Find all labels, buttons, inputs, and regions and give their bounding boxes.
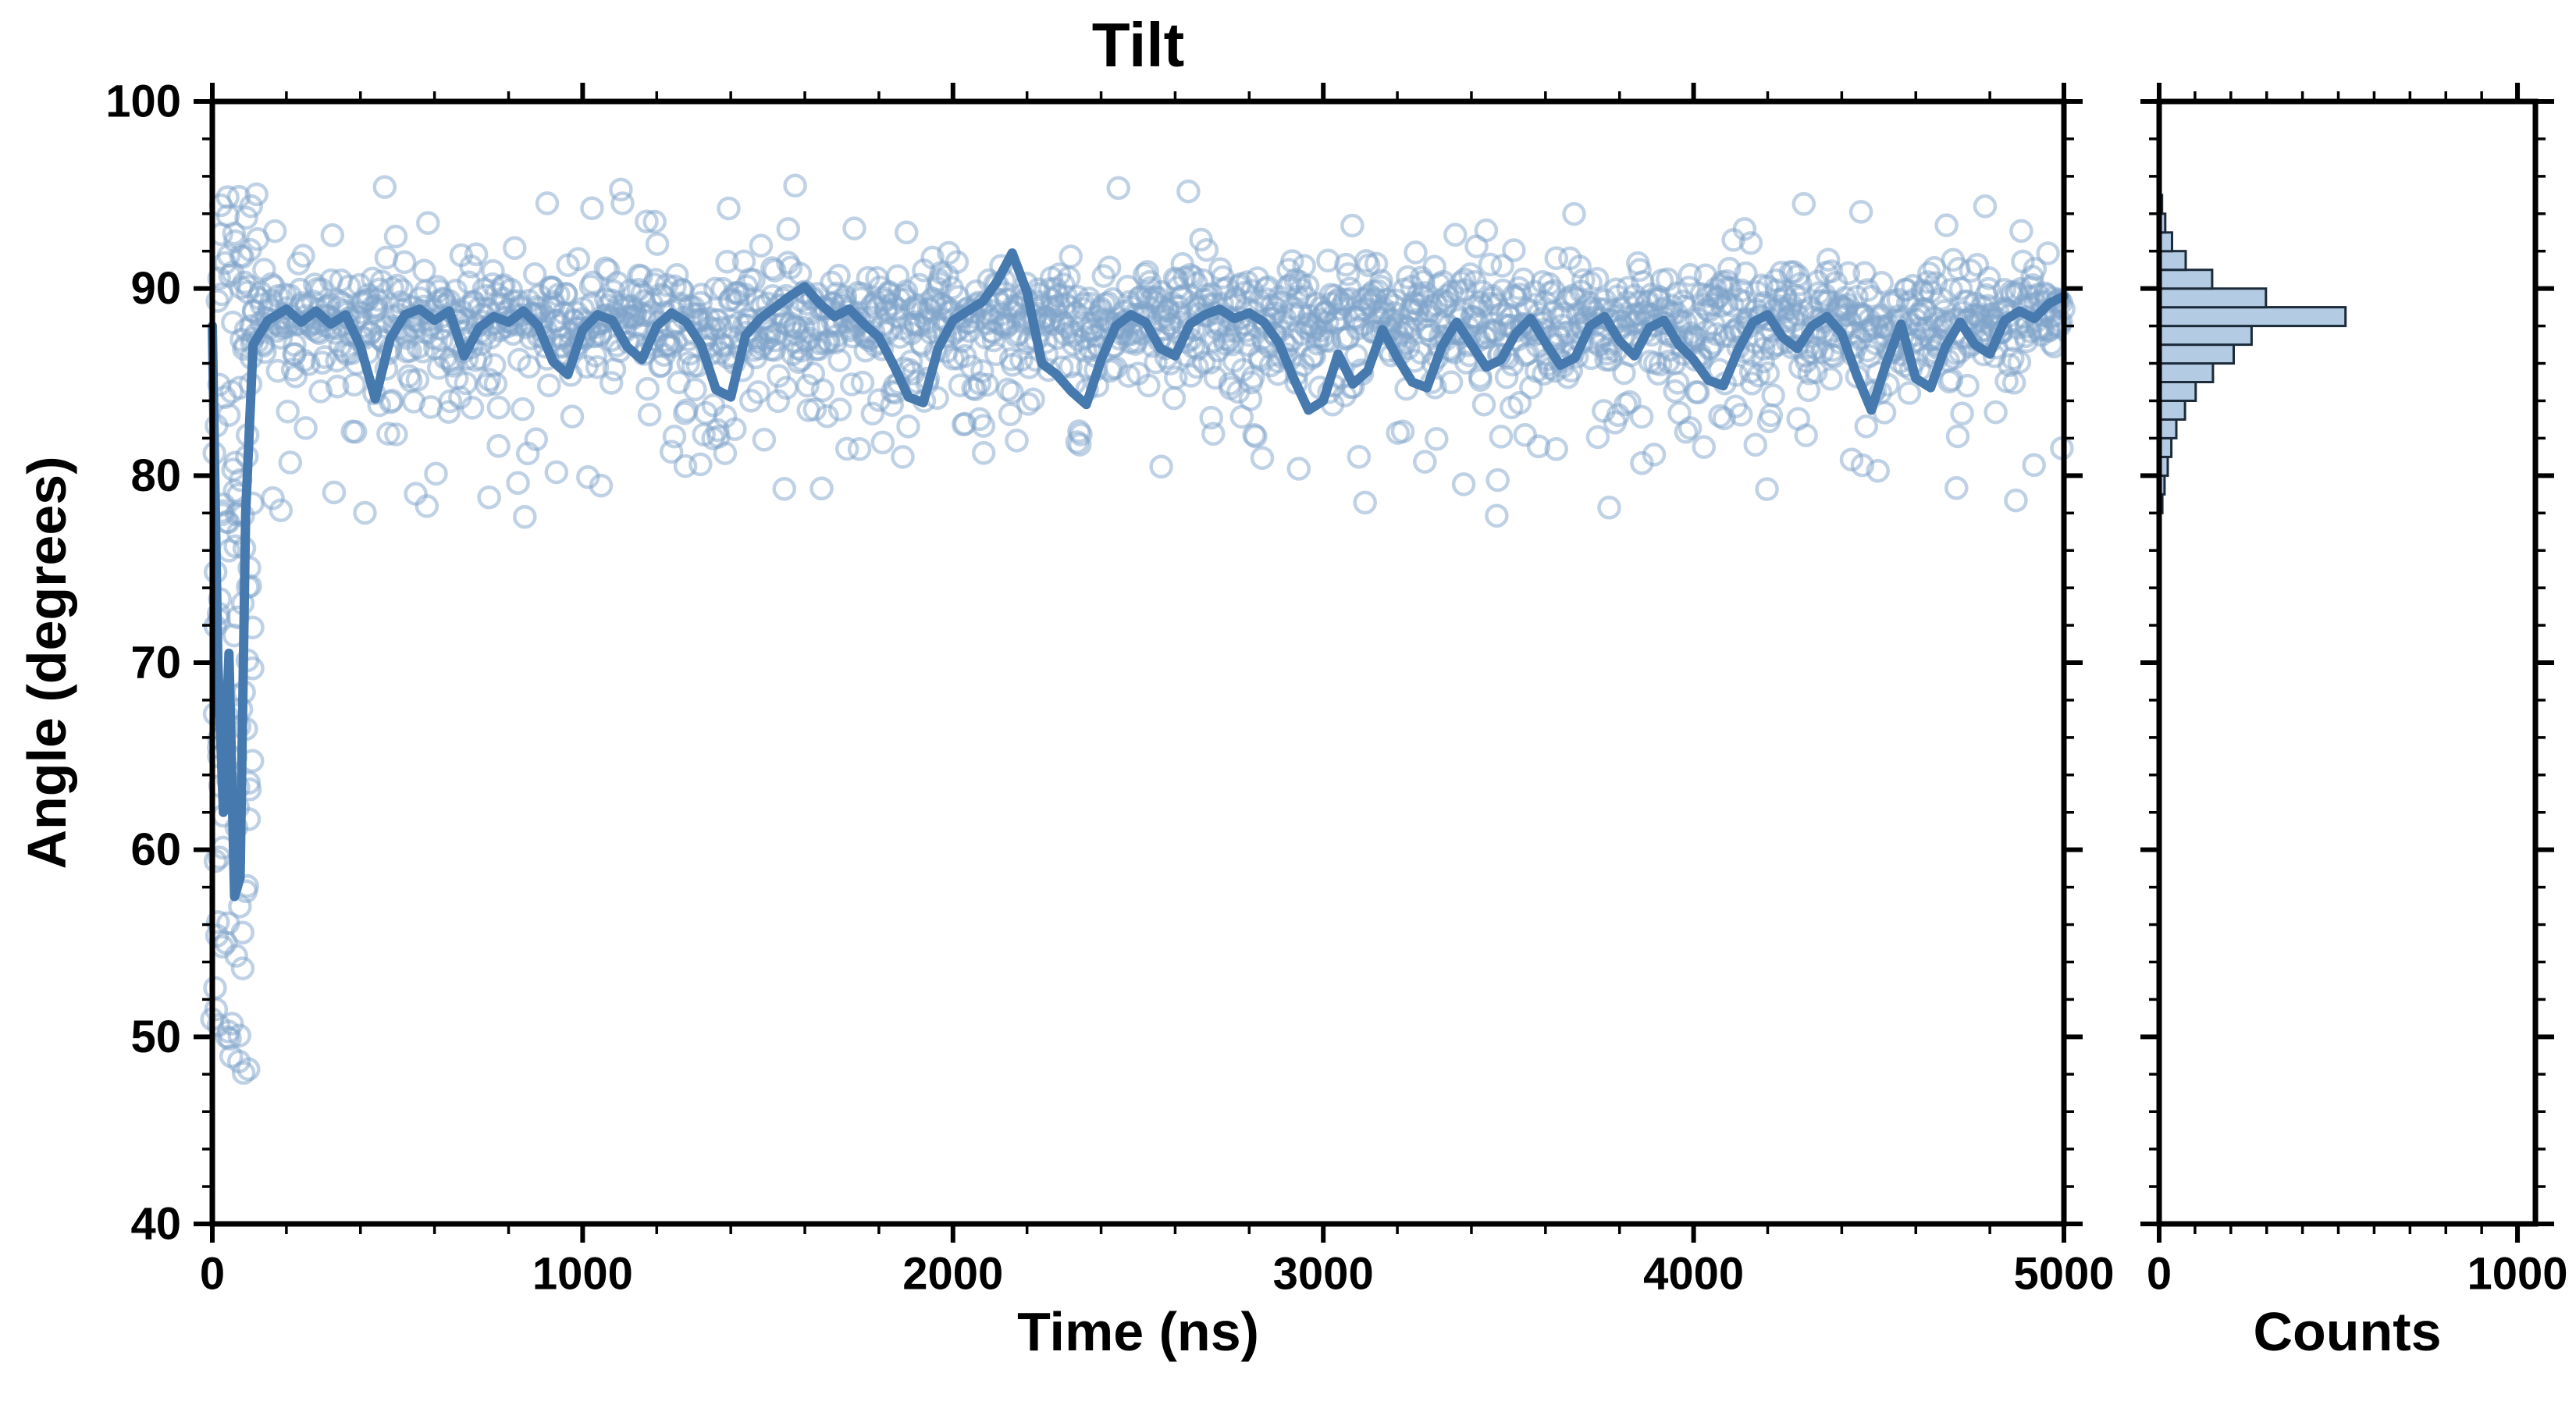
svg-text:0: 0 [2147,1249,2172,1300]
svg-text:0: 0 [200,1249,225,1300]
axis-minor-ticks [2149,91,2546,1234]
svg-text:1000: 1000 [2467,1249,2568,1300]
svg-text:100: 100 [105,76,181,127]
y-axis-label: Angle (degrees) [16,456,77,870]
hist-x-axis-label: Counts [2253,1301,2442,1362]
histogram-bars [2158,175,2347,1094]
rolling-mean-line [208,248,2069,902]
svg-text:2000: 2000 [902,1249,1003,1300]
chart-title: Tilt [1091,10,1185,80]
tick-labels: 0 1000 2000 3000 4000 5000 40 50 60 70 80 90 100 [105,76,2114,1300]
svg-text:3000: 3000 [1273,1249,1374,1300]
tick-labels: 0 1000 [2147,1249,2568,1300]
svg-text:50: 50 [130,1012,181,1062]
svg-text:70: 70 [130,638,181,688]
plot-frame [209,98,2067,1227]
svg-text:90: 90 [130,263,181,314]
svg-text:4000: 4000 [1643,1249,1744,1300]
svg-text:5000: 5000 [2013,1249,2114,1300]
axis-ticks [194,83,2083,1243]
svg-text:80: 80 [130,450,181,501]
scatter-series [200,173,2076,1085]
svg-text:40: 40 [130,1199,181,1250]
axis-ticks [2140,83,2554,1243]
svg-text:1000: 1000 [532,1249,633,1300]
plot-frame [2156,98,2539,1227]
svg-text:60: 60 [130,824,181,875]
x-axis-label: Time (ns) [1017,1301,1259,1362]
